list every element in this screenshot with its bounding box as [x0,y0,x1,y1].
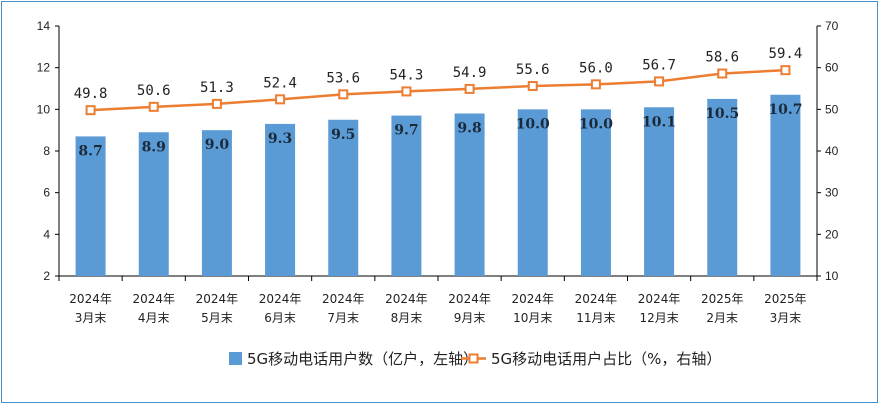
left-axis-tick-label: 6 [43,186,50,200]
bar-value-label: 9.5 [331,127,355,143]
line-marker [717,68,728,79]
x-axis-tick-label-year: 2024年 [322,292,365,306]
x-axis-tick-label-month: 7月末 [327,311,359,325]
line-value-label: 55.6 [516,62,550,78]
line-value-label: 52.4 [263,75,297,91]
x-axis-tick-label-year: 2024年 [575,292,618,306]
line-marker [85,105,96,116]
bar [265,123,296,277]
x-axis-tick-label-month: 11月末 [576,311,615,325]
bar [517,109,548,276]
left-axis-tick-label: 4 [43,227,50,241]
right-axis-tick-label: 40 [825,144,839,158]
x-axis-tick-label-year: 2024年 [196,292,239,306]
bar [770,94,801,276]
right-axis-tick-label: 30 [825,186,839,200]
bar [707,98,738,277]
legend-line-label: 5G移动电话用户占比（%，右轴） [491,350,721,368]
line-series [85,65,791,116]
left-axis-tick-label: 8 [43,144,50,158]
line-marker [527,81,538,91]
bar [644,107,675,276]
x-axis-tick-label-year: 2024年 [132,292,175,306]
line-value-label: 54.9 [453,65,487,81]
x-axis-tick-label-month: 12月末 [639,311,678,325]
bar [75,136,106,276]
line-value-label: 56.7 [642,57,676,73]
line-marker [780,65,791,76]
x-axis-tick-label-month: 3月末 [75,311,107,325]
line-value-label: 50.6 [137,83,171,99]
line-marker [211,98,222,109]
bar-value-label: 9.8 [457,121,481,137]
x-axis-tick-label-year: 2024年 [511,292,554,306]
bar [580,109,611,276]
bar [454,113,485,276]
bar-series [75,94,801,277]
bar-value-label: 9.3 [268,131,292,147]
legend-bar-label: 5G移动电话用户数（亿户，左轴） [247,350,478,368]
bar-value-label: 8.7 [78,143,102,159]
x-axis-tick-label-month: 5月末 [201,311,233,325]
x-axis-tick-label-month: 6月末 [264,311,296,325]
x-axis-tick-label-month: 4月末 [138,311,170,325]
line-marker [148,101,159,112]
right-axis-tick-label: 70 [825,19,839,33]
line-value-label: 53.6 [326,70,360,86]
right-axis-tick-label: 20 [825,227,839,241]
right-axis-tick-label: 60 [825,61,839,75]
legend-line-marker [468,353,479,364]
bar-value-label: 10.1 [642,114,676,130]
data-labels: 8.7 8.9 9.0 9.3 9.5 9.7 9.8 10.0 10.0 10.1 10.5 10.… [74,46,803,159]
right-axis-tick-label: 50 [825,102,839,116]
axes: 2 4 6 8 10 12 14 10 20 30 40 50 60 70 2024年 3月末 2024年 4月末… [37,19,839,325]
line-marker [590,79,601,90]
bar-value-label: 9.7 [394,123,418,139]
bar [201,130,232,276]
x-axis-tick-label-month: 9月末 [454,311,486,325]
line-marker [338,89,349,100]
x-axis-tick-label-year: 2024年 [448,292,491,306]
line-value-label: 58.6 [705,50,739,66]
line-value-label: 51.3 [200,80,234,96]
left-axis-tick-label: 12 [37,61,51,75]
x-axis-tick-label-year: 2025年 [701,292,744,306]
left-axis-tick-label: 10 [37,102,51,116]
legend-bar-swatch [229,352,242,365]
legend: 5G移动电话用户数（亿户，左轴） 5G移动电话用户占比（%，右轴） [229,350,721,368]
x-axis-tick-label-month: 8月末 [391,311,423,325]
x-axis-tick-label-year: 2024年 [638,292,681,306]
line-marker [401,86,412,97]
right-axis-tick-label: 10 [825,269,839,283]
line-value-label: 56.0 [579,60,613,76]
line-value-label: 54.3 [390,67,424,83]
bar [138,132,169,276]
bar-value-label: 10.5 [705,106,739,122]
left-axis-tick-label: 2 [43,269,50,283]
line-marker [275,94,286,105]
line-value-label: 59.4 [769,46,803,62]
x-axis-tick-label-year: 2025年 [764,292,807,306]
bar-value-label: 8.9 [142,139,166,155]
line-value-label: 49.8 [74,86,108,102]
x-axis-tick-label-month: 10月末 [513,311,552,325]
bar [328,119,359,276]
x-axis-tick-label-month: 2月末 [706,311,738,325]
bar-value-label: 10.7 [768,102,802,118]
x-axis-tick-label-year: 2024年 [69,292,112,306]
x-axis-tick-label-year: 2024年 [385,292,428,306]
bar-value-label: 9.0 [205,137,230,153]
share-line [90,68,786,112]
bar-value-label: 10.0 [579,116,613,132]
line-marker [654,76,665,87]
left-axis-tick-label: 14 [37,19,51,33]
x-axis-tick-label-year: 2024年 [259,292,302,306]
x-axis-tick-label-month: 3月末 [770,311,802,325]
bar [391,115,422,276]
line-marker [464,83,475,94]
bar-value-label: 10.0 [516,116,550,132]
